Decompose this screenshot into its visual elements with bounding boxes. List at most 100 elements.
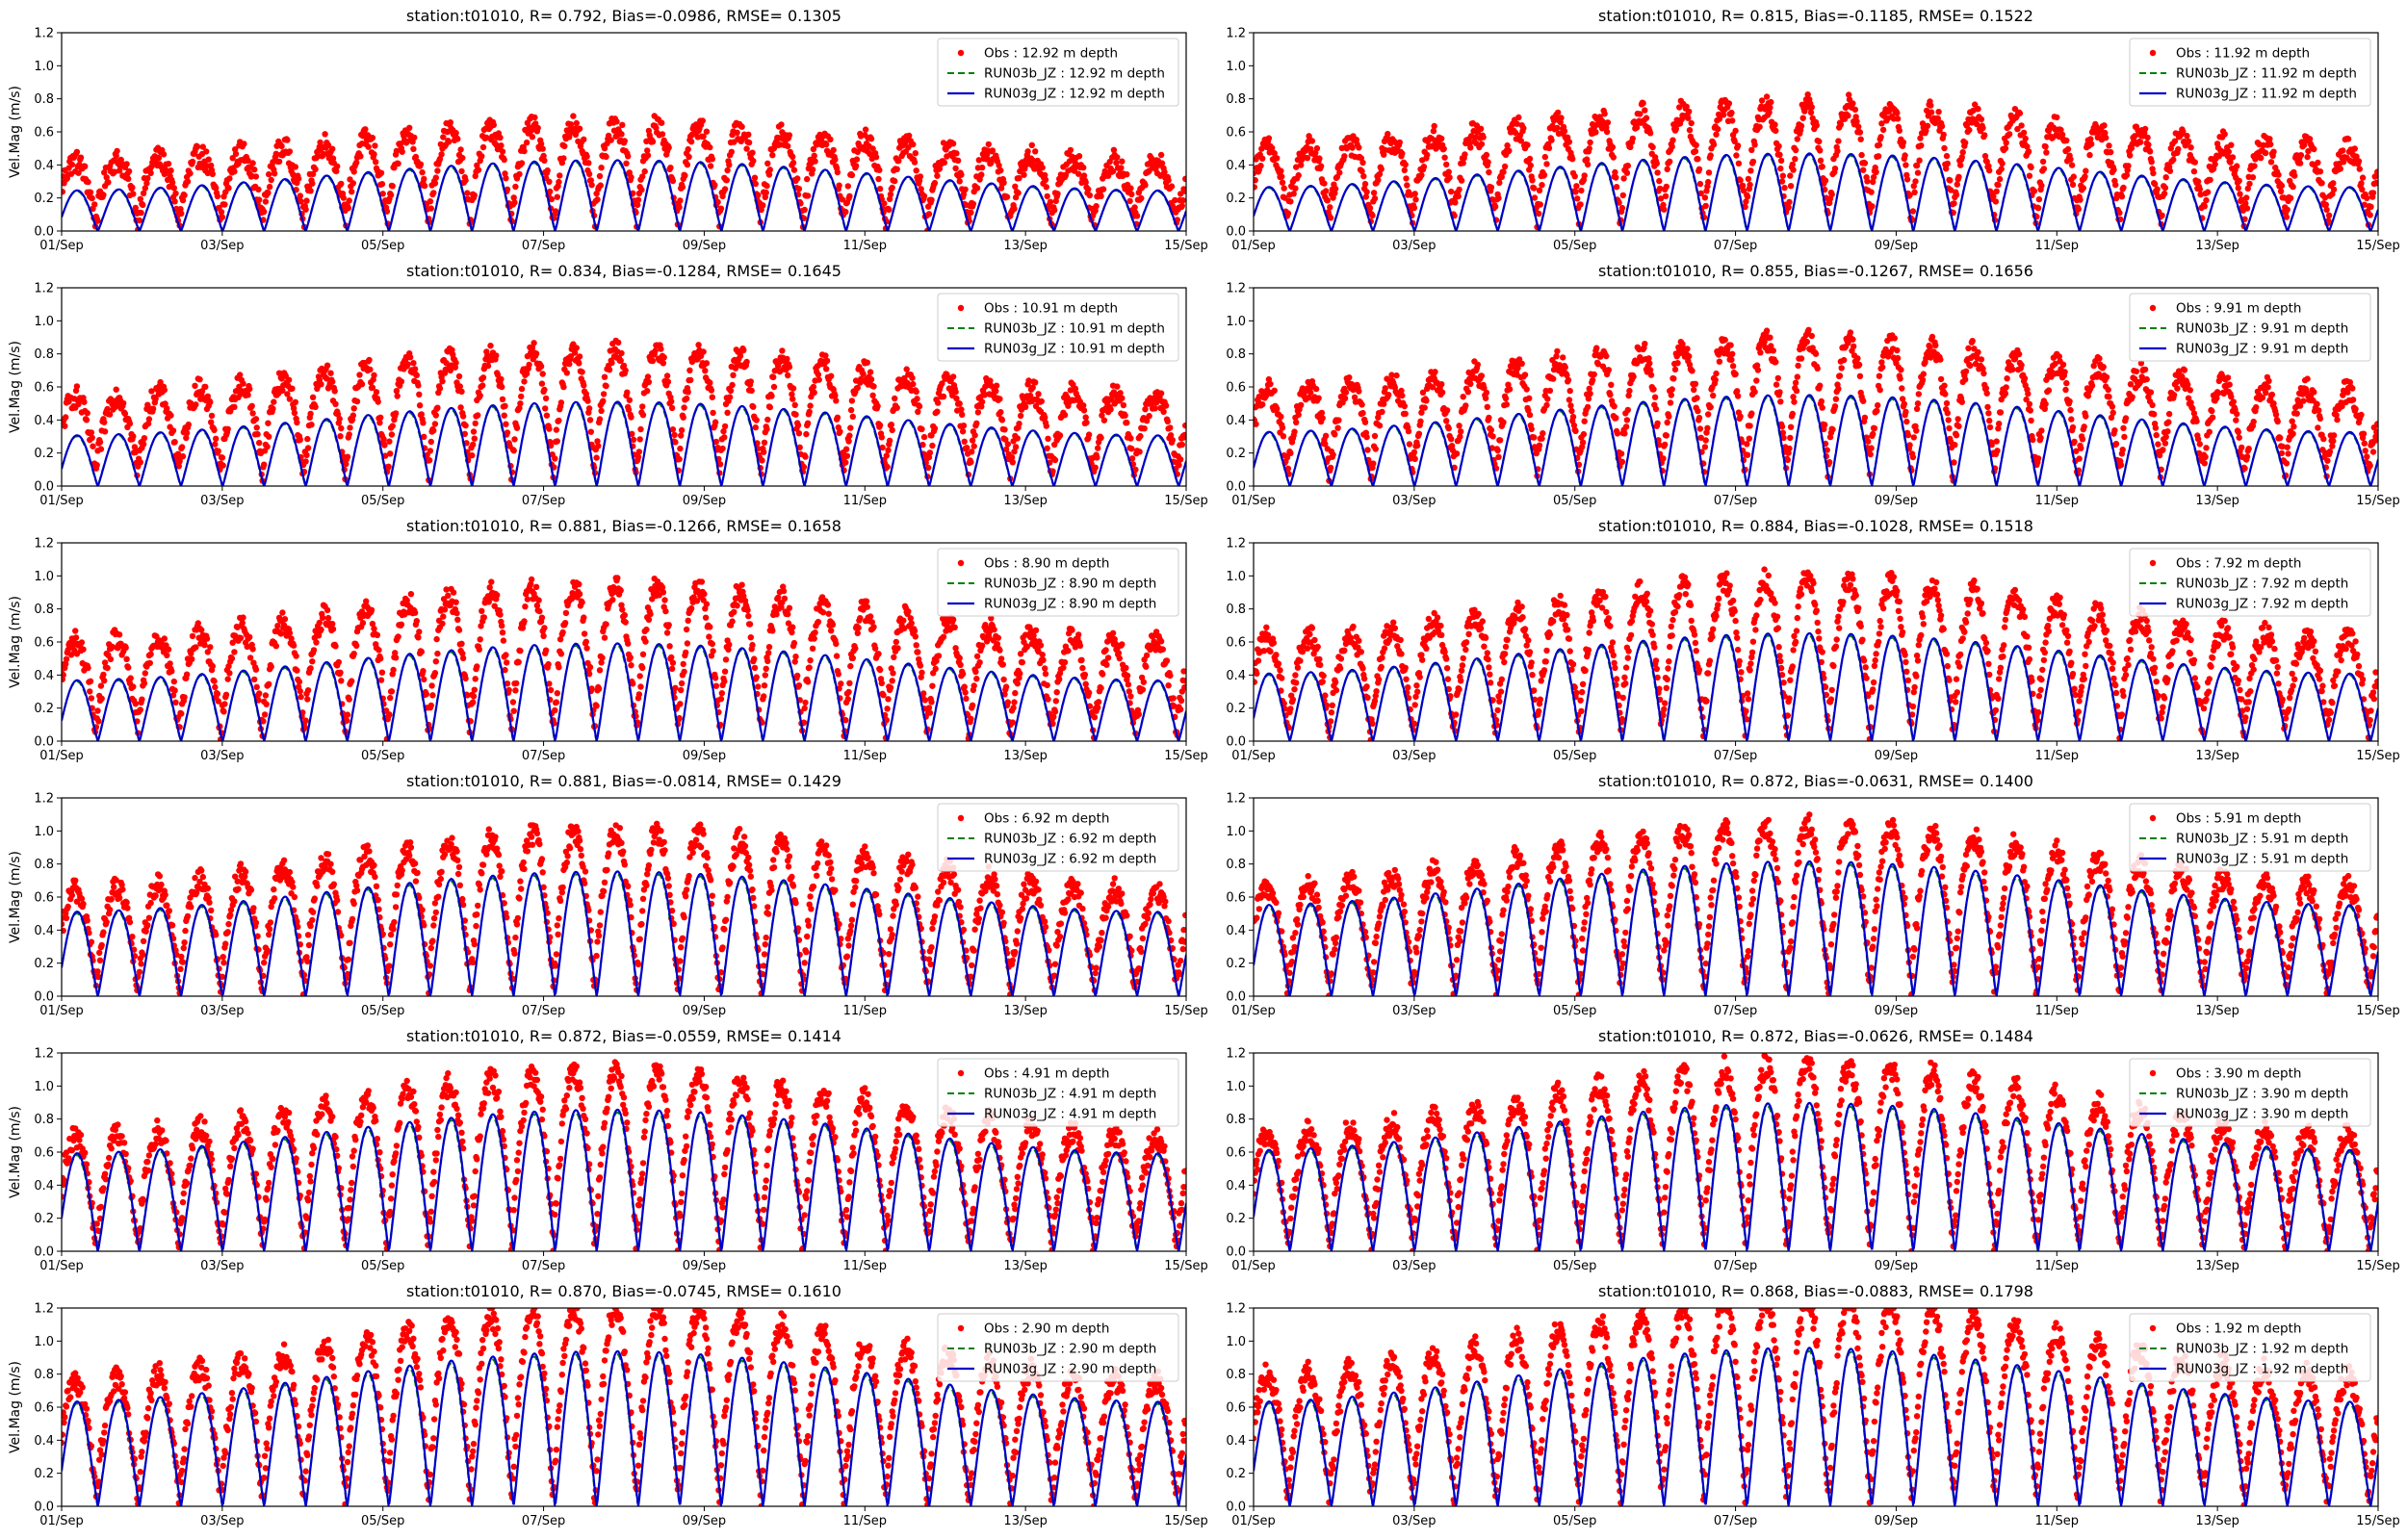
obs-point [585,170,593,178]
obs-point [542,405,549,412]
obs-point [1404,182,1411,189]
obs-point [1443,418,1450,424]
obs-point [483,134,490,141]
obs-point [458,167,465,175]
obs-point [961,438,968,445]
obs-point [389,183,396,190]
obs-point [1998,166,2005,172]
obs-point [2006,131,2013,138]
obs-point [2175,145,2182,153]
obs-point [636,436,643,443]
obs-point [2146,148,2154,155]
obs-point [789,391,795,398]
obs-point [1049,468,1056,475]
obs-point [275,158,283,166]
obs-point [624,389,631,396]
obs-point [2304,153,2311,161]
obs-point [1477,125,1485,132]
obs-point [1322,432,1330,439]
obs-point [913,167,919,174]
obs-point [365,143,372,150]
obs-point [828,372,835,379]
obs-point [925,211,933,218]
obs-point [1128,446,1135,452]
obs-point [1643,115,1650,121]
obs-point [499,148,506,155]
obs-point [1701,194,1709,201]
obs-point [867,376,875,383]
obs-point [971,432,978,439]
obs-point [1980,124,1986,132]
obs-point [349,412,356,419]
obs-point [1080,172,1088,179]
obs-point [1560,354,1566,361]
obs-point [2038,182,2045,189]
obs-point [717,205,725,212]
obs-point [847,424,854,431]
obs-point [199,143,206,150]
obs-point [470,441,477,449]
obs-point [1279,424,1286,431]
obs-point [2325,212,2333,218]
obs-point [367,366,374,373]
obs-point [956,178,963,185]
obs-point [523,371,531,377]
obs-point [1624,162,1632,169]
obs-point [1401,167,1409,174]
obs-point [140,190,147,196]
obs-point [958,171,965,178]
obs-point [721,423,729,430]
obs-point [2243,194,2250,201]
obs-point [909,374,916,381]
obs-point [1332,431,1338,438]
obs-point [1695,156,1701,163]
obs-point [595,443,602,449]
obs-point [1372,446,1380,452]
obs-point [344,453,351,460]
obs-point [2242,200,2249,207]
obs-point [1819,163,1825,170]
x-tick-label: 01/Sep [39,239,83,253]
obs-point [1749,158,1757,166]
obs-point [779,347,786,354]
y-tick-label: 1.2 [1226,27,1246,41]
red-dot-icon [957,304,965,312]
obs-point [846,432,853,439]
obs-point [1902,152,1908,159]
obs-point [471,435,478,442]
obs-point [1944,160,1952,167]
obs-point [606,367,613,373]
obs-point [1119,395,1126,401]
obs-point [906,132,913,140]
obs-point [547,188,554,195]
obs-point [1082,414,1089,421]
obs-point [1787,183,1795,190]
obs-point [1327,215,1334,221]
obs-point [179,196,187,204]
obs-point [1178,456,1184,463]
obs-point [1739,182,1747,190]
obs-point [2069,181,2077,189]
plot-area [1254,326,2378,486]
obs-point [289,385,296,392]
obs-point [388,431,396,438]
obs-point [1662,441,1669,449]
obs-point [1610,154,1618,161]
obs-point [1695,407,1701,415]
obs-point [981,392,988,398]
obs-point [680,414,686,421]
obs-point [132,204,139,212]
obs-point [707,379,713,386]
obs-point [373,159,379,166]
obs-point [795,430,803,437]
obs-point [171,439,178,446]
obs-point [1716,358,1723,365]
obs-point [2330,186,2338,193]
obs-point [279,387,286,394]
obs-point [676,455,683,463]
obs-point [2054,114,2060,121]
obs-point [2355,158,2363,165]
obs-point [936,166,944,172]
obs-point [103,174,110,181]
obs-point [1786,198,1793,206]
